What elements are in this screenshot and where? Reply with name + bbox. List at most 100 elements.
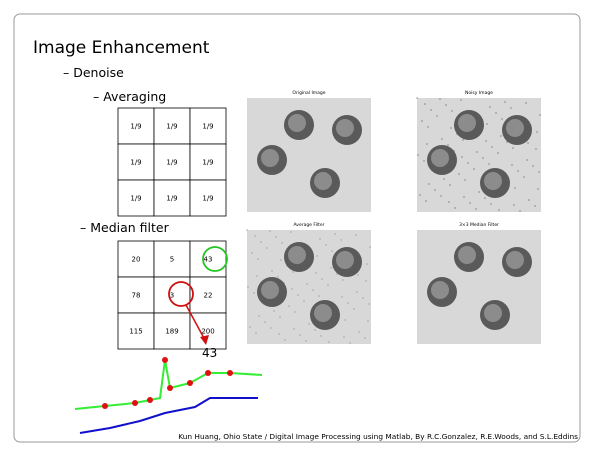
noise-dot (294, 311, 296, 313)
grid-cell (189, 312, 227, 350)
noise-dot (358, 331, 360, 333)
noise-dot (356, 291, 358, 293)
noise-dot (527, 142, 529, 144)
noise-dot (423, 160, 425, 162)
noise-dot (328, 341, 330, 343)
coin-face (484, 172, 502, 190)
noise-dot (290, 231, 292, 233)
grid-value: 20 (132, 256, 141, 264)
noise-dot (353, 308, 355, 310)
noise-dot (449, 184, 451, 186)
noise-dot (476, 151, 478, 153)
noise-dot (448, 201, 450, 203)
noise-dot (467, 162, 469, 164)
signal-points (102, 357, 233, 409)
noise-dot (417, 154, 419, 156)
noise-dot (299, 334, 301, 336)
noise-dot (504, 101, 506, 103)
noise-dot (501, 118, 503, 120)
noise-dot (305, 340, 307, 342)
noise-dot (269, 230, 271, 232)
noise-dot (525, 102, 527, 104)
noise-dot (257, 258, 259, 260)
noise-dot (293, 328, 295, 330)
median-result: 43 (202, 346, 217, 360)
noise-dot (425, 200, 427, 202)
noise-dot (260, 241, 262, 243)
noise-dot (357, 274, 359, 276)
grid-value: 115 (129, 328, 142, 336)
noise-dot (484, 197, 486, 199)
noise-dot (514, 187, 516, 189)
noise-dot (256, 275, 258, 277)
coin-face (261, 149, 279, 167)
noise-dot (427, 126, 429, 128)
noise-dot (458, 173, 460, 175)
arrowhead (200, 335, 209, 345)
noise-dot (342, 279, 344, 281)
noise-dot (534, 205, 536, 207)
noise-dot (495, 112, 497, 114)
noise-dot (535, 148, 537, 150)
noise-dot (325, 244, 327, 246)
image-caption: Original Image (292, 90, 325, 96)
noise-dot (365, 280, 367, 282)
noise-dot (266, 247, 268, 249)
noise-dot (369, 246, 371, 248)
noise-dot (486, 123, 488, 125)
noise-dot (291, 288, 293, 290)
noise-dot (539, 114, 541, 116)
noise-dot (485, 140, 487, 142)
grid-cell (117, 240, 155, 278)
noise-dot (344, 319, 346, 321)
grid-value: 78 (132, 292, 141, 300)
coin-face (458, 246, 476, 264)
noise-dot (279, 316, 281, 318)
noise-dot (464, 179, 466, 181)
noise-dot (489, 106, 491, 108)
noise-dot (277, 276, 279, 278)
noise-dot (506, 141, 508, 143)
noise-dot (315, 272, 317, 274)
noise-dot (478, 191, 480, 193)
noise-dot (308, 323, 310, 325)
noise-dot (510, 107, 512, 109)
noise-dot (246, 229, 248, 231)
noise-dot (336, 273, 338, 275)
noise-dot (491, 146, 493, 148)
noise-dot (319, 238, 321, 240)
footer: Kun Huang, Ohio State / Digital Image Pr… (178, 432, 578, 441)
bullet: – Averaging (93, 89, 166, 104)
noise-dot (436, 115, 438, 117)
noise-dot (488, 163, 490, 165)
noise-dot (440, 195, 442, 197)
noise-dot (280, 259, 282, 261)
noise-dot (297, 294, 299, 296)
noise-dot (312, 289, 314, 291)
noise-dot (461, 156, 463, 158)
noise-dot (321, 278, 323, 280)
noise-dot (255, 332, 257, 334)
noise-dot (347, 302, 349, 304)
noise-dot (320, 335, 322, 337)
noise-dot (419, 194, 421, 196)
noise-dot (460, 99, 462, 101)
grid-value: 1/9 (130, 195, 141, 203)
noise-dot (443, 178, 445, 180)
coin-face (506, 119, 524, 137)
coin-face (336, 119, 354, 137)
grid-cell (189, 107, 227, 145)
noise-dot (500, 135, 502, 137)
noise-dot (303, 300, 305, 302)
noise-dot (334, 233, 336, 235)
coin-face (314, 172, 332, 190)
image-caption: Average Filter (293, 222, 324, 228)
grid-value: 5 (170, 256, 174, 264)
noise-dot (538, 171, 540, 173)
grid-value: 200 (201, 328, 214, 336)
coin-face (288, 114, 306, 132)
grid-cell (153, 107, 191, 145)
noise-dot (490, 203, 492, 205)
noise-dot (366, 263, 368, 265)
